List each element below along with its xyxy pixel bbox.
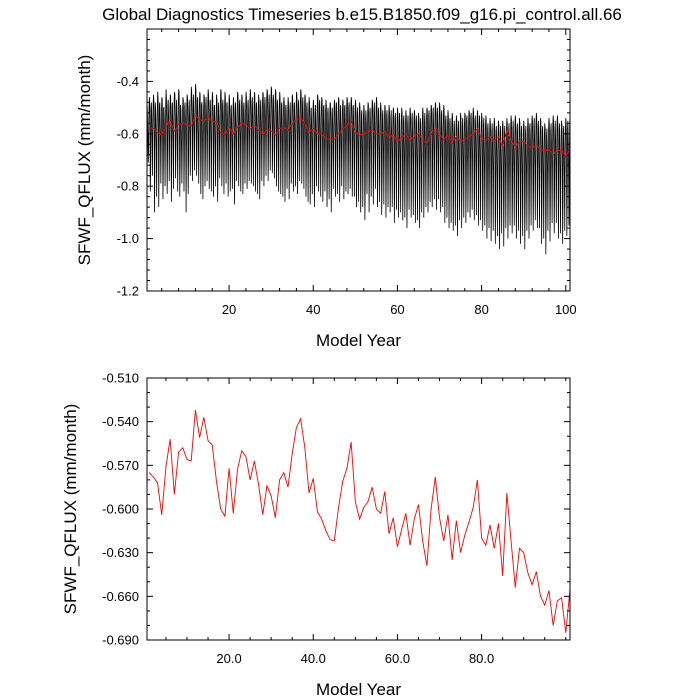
bottom-ytick-label: -0.600: [102, 502, 139, 517]
bottom-ytick-label: -0.540: [102, 414, 139, 429]
top-ytick-label: -1.0: [117, 231, 139, 246]
bottom-ytick-label: -0.660: [102, 589, 139, 604]
bottom-xtick-label: 40.0: [301, 651, 326, 666]
figure-title: Global Diagnostics Timeseries b.e15.B185…: [102, 5, 622, 24]
top-xtick-label: 40: [306, 302, 320, 317]
top-ytick-label: -0.8: [117, 179, 139, 194]
bottom-xtick-label: 80.0: [469, 651, 494, 666]
bottom-plot-frame: [146, 377, 571, 641]
bottom-y-axis-label: SFWF_QFLUX (mm/month): [61, 404, 80, 615]
top-plot-frame: [146, 28, 571, 292]
bottom-panel: -0.690 -0.660 -0.630 -0.600 -0.570 -0.540 -0.5…: [61, 371, 571, 699]
bottom-ytick-label: -0.570: [102, 458, 139, 473]
top-xtick-label: 20: [222, 302, 236, 317]
top-series-annual-line: [148, 115, 570, 157]
top-xtick-label: 60: [390, 302, 404, 317]
top-xtick-label: 100: [555, 302, 577, 317]
bottom-ytick-label: -0.630: [102, 545, 139, 560]
bottom-ytick-label: -0.510: [102, 371, 139, 386]
top-ytick-label: -0.6: [117, 126, 139, 141]
top-ytick-label: -1.2: [117, 284, 139, 299]
top-xtick-label: 80: [474, 302, 488, 317]
top-y-axis-label: SFWF_QFLUX (mm/month): [75, 55, 94, 266]
bottom-xtick-label: 60.0: [385, 651, 410, 666]
top-x-axis-label: Model Year: [316, 331, 401, 350]
bottom-ytick-label: -0.690: [102, 633, 139, 648]
top-series-monthly-line: [147, 83, 570, 255]
bottom-series-annual-line: [148, 409, 570, 633]
top-panel: -1.2 -1.0 -0.8 -0.6 -0.4 20 40 60 80 100 Model Yea…: [75, 28, 577, 350]
top-ytick-label: -0.4: [117, 74, 139, 89]
bottom-xtick-label: 20.0: [216, 651, 241, 666]
bottom-x-axis-label: Model Year: [316, 680, 401, 699]
